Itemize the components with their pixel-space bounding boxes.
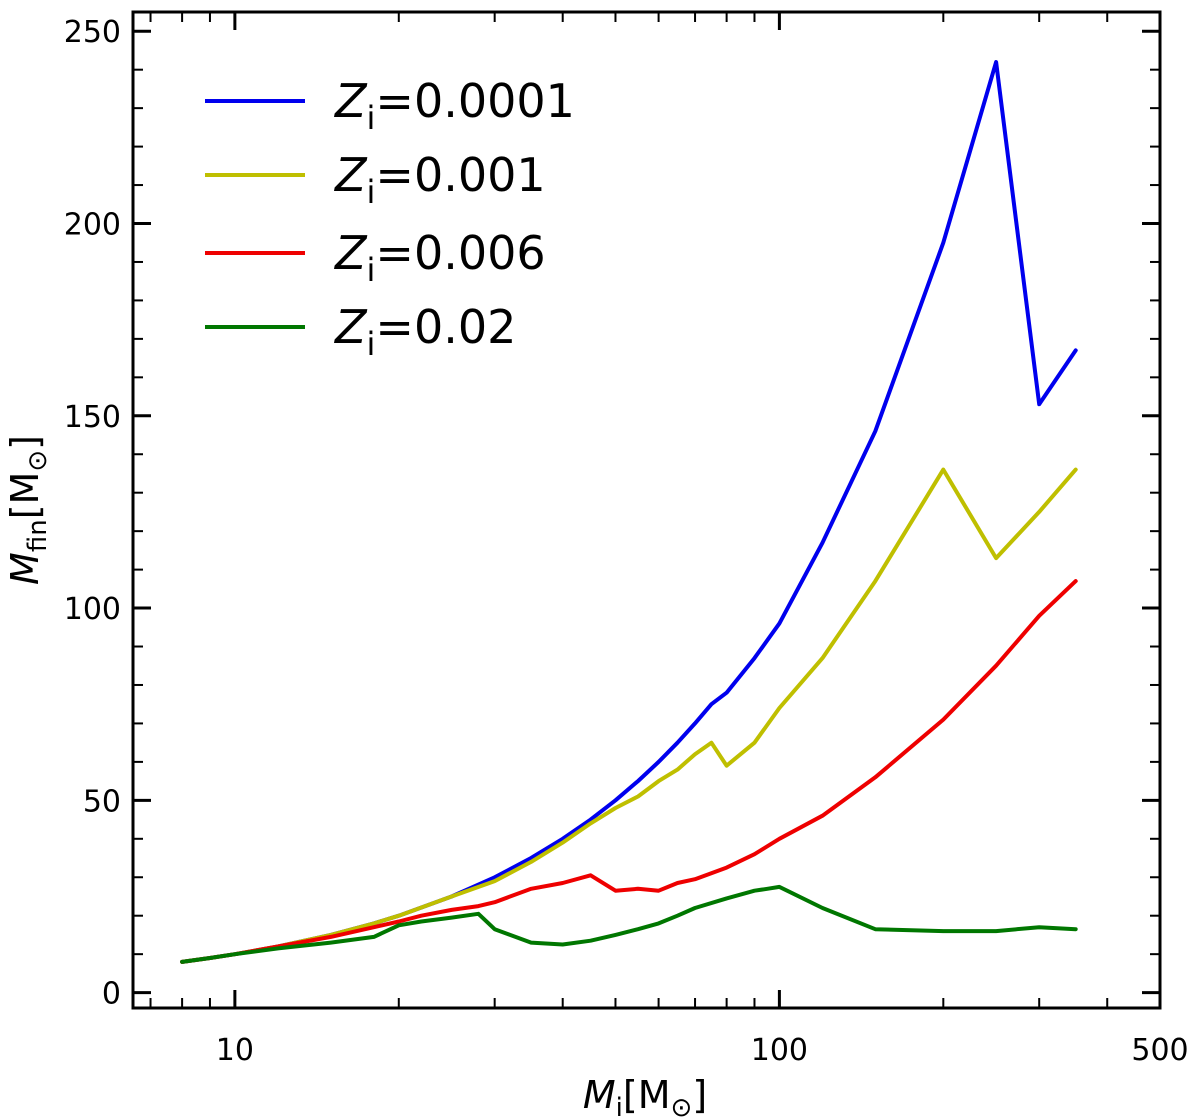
x-tick-label-0: 10	[216, 1033, 254, 1068]
y-axis-label-var: M	[3, 552, 47, 585]
series-layer	[180, 60, 1078, 964]
series-line-3	[180, 884, 1078, 964]
y-tick-label-1: 50	[83, 784, 121, 819]
x-axis-label: Mi[M⊙]	[583, 1073, 707, 1118]
minor-ticks	[133, 12, 1160, 1008]
y-tick-label-4: 200	[64, 208, 121, 243]
series-line-1	[180, 467, 1078, 964]
x-axis-label-var: M	[583, 1073, 616, 1117]
legend-label-2: Zi=0.006	[333, 226, 546, 289]
tick-labels: 10 100 500 0 50 100 150 200 250	[64, 15, 1189, 1068]
x-axis-label-unit: [M	[623, 1073, 671, 1117]
legend-entry-1: Zi=0.001	[205, 148, 546, 211]
legend-entry-0: Zi=0.0001	[205, 74, 575, 137]
x-axis-label-close: ]	[692, 1073, 707, 1117]
x-axis-label-sub: i	[616, 1093, 623, 1118]
x-tick-label-1: 100	[751, 1033, 808, 1068]
y-tick-label-3: 150	[64, 400, 121, 435]
plot-frame	[131, 10, 1162, 1010]
x-tick-label-2: 500	[1131, 1033, 1188, 1068]
legend-label-0: Zi=0.0001	[333, 74, 575, 137]
x-axis-label-unit-sub: ⊙	[671, 1093, 693, 1118]
legend-label-1: Zi=0.001	[333, 148, 546, 211]
y-axis-label-unit-sub: ⊙	[23, 450, 53, 472]
series-line-0	[180, 60, 1078, 964]
y-axis-label-close: ]	[3, 435, 47, 450]
y-axis-label-sub: fin	[23, 519, 53, 552]
y-axis-label: Mfin[M⊙]	[3, 435, 53, 585]
legend: Zi=0.0001 Zi=0.001 Zi=0.006 Zi=0.02	[205, 74, 575, 363]
legend-label-3: Zi=0.02	[333, 300, 516, 363]
legend-entry-2: Zi=0.006	[205, 226, 546, 289]
y-axis-label-unit: [M	[3, 472, 47, 520]
y-tick-label-5: 250	[64, 15, 121, 50]
major-ticks	[133, 12, 1160, 1008]
legend-entry-3: Zi=0.02	[205, 300, 516, 363]
y-tick-label-0: 0	[102, 977, 121, 1012]
series-line-2	[180, 579, 1078, 964]
y-tick-label-2: 100	[64, 592, 121, 627]
